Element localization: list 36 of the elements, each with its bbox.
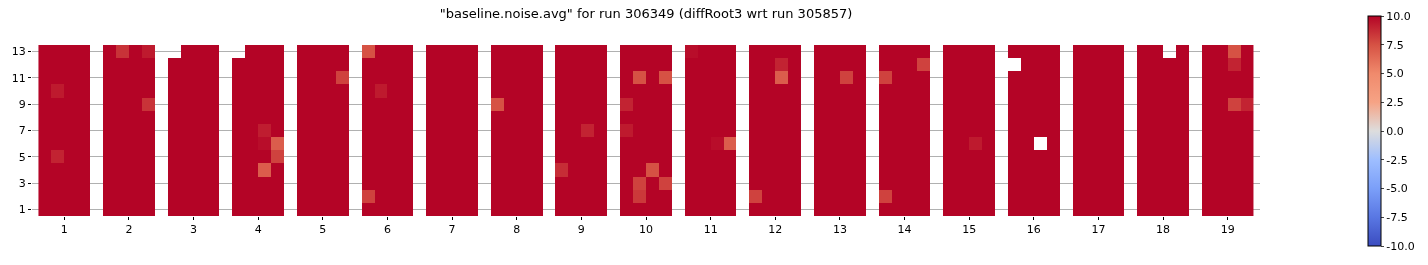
x-tick-label: 18 xyxy=(1156,223,1171,237)
y-tick-label: 11 xyxy=(11,71,26,85)
x-tick-label: 15 xyxy=(962,223,977,237)
color-bar-label: 0.0 xyxy=(1386,124,1404,138)
color-bar-label: -10.0 xyxy=(1386,239,1415,253)
x-tick-label: 13 xyxy=(832,223,847,237)
x-tick-label: 3 xyxy=(190,223,198,237)
x-tick-label: 8 xyxy=(513,223,521,237)
y-tick-label: 9 xyxy=(18,98,26,112)
x-tick-label: 19 xyxy=(1220,223,1235,237)
x-tick-label: 12 xyxy=(768,223,783,237)
color-bar-label: 5.0 xyxy=(1386,67,1404,81)
x-tick-label: 2 xyxy=(125,223,133,237)
x-tick-label: 6 xyxy=(383,223,391,237)
color-bar-label: 10.0 xyxy=(1386,9,1411,23)
color-bar-label: -5.0 xyxy=(1386,182,1408,196)
x-tick-label: 14 xyxy=(897,223,912,237)
x-tick-label: 10 xyxy=(639,223,653,237)
x-tick-label: 4 xyxy=(254,223,262,237)
x-tick-label: 5 xyxy=(319,223,327,237)
y-tick-label: 3 xyxy=(18,176,26,190)
x-tick-label: 7 xyxy=(448,223,456,237)
y-tick-label: 7 xyxy=(18,124,26,138)
y-tick-label: 13 xyxy=(11,45,26,59)
color-bar-label: -2.5 xyxy=(1386,153,1408,167)
color-bar-label: -7.5 xyxy=(1386,211,1408,225)
y-tick-label: 5 xyxy=(18,150,26,164)
y-tick-label: 1 xyxy=(18,203,26,217)
chart-title: "baseline.noise.avg" for run 306349 (diffRoot3 wrt run 305857) xyxy=(439,6,853,22)
x-tick-label: 16 xyxy=(1026,223,1041,237)
color-bar-label: 7.5 xyxy=(1386,38,1404,52)
x-tick-label: 9 xyxy=(577,223,585,237)
color-bar-label: 2.5 xyxy=(1386,96,1404,110)
x-tick-label: 17 xyxy=(1091,223,1106,237)
x-tick-label: 1 xyxy=(60,223,68,237)
x-tick-label: 11 xyxy=(703,223,718,237)
